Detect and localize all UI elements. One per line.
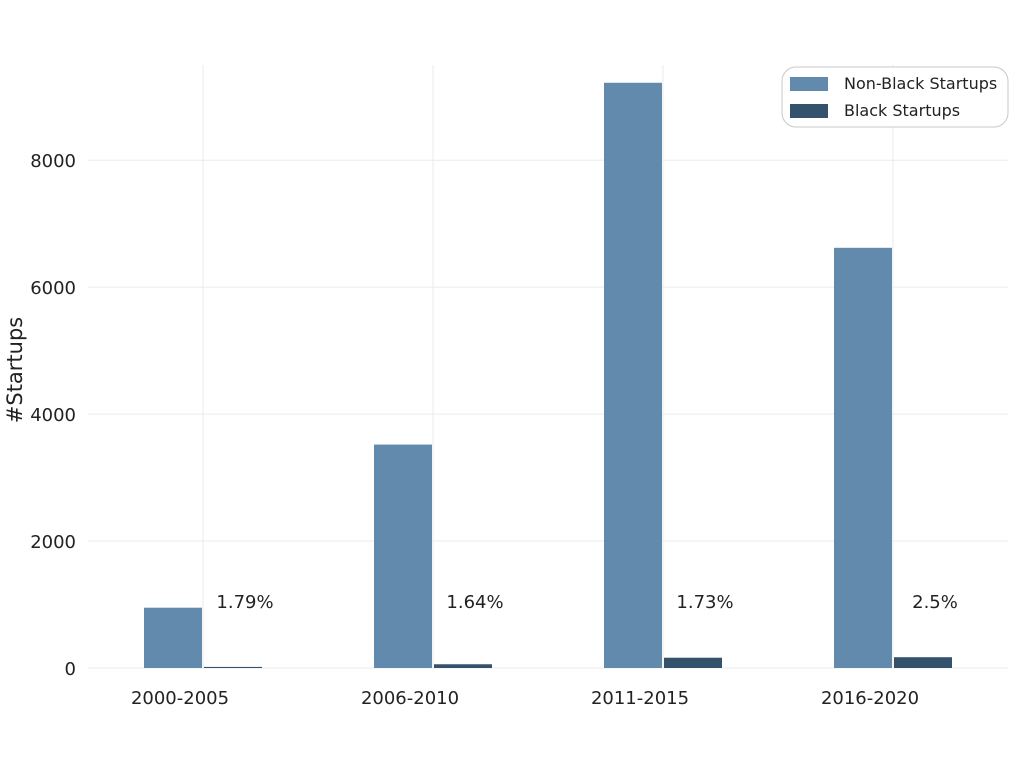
legend-entry[interactable]: Black Startups	[844, 101, 960, 120]
grid-layer	[88, 65, 1008, 669]
x-tick-label: 2011-2015	[591, 688, 689, 709]
legend[interactable]: Non-Black Startups Black Startups	[781, 66, 1009, 128]
y-tick-label: 0	[65, 659, 76, 680]
labels-layer: 0 2000 4000 6000 8000 1.79% 2000-2005 1.64% 2006…	[30, 151, 958, 709]
x-tick-label: 2000-2005	[131, 688, 229, 709]
x-tick-label: 2016-2020	[821, 688, 919, 709]
y-axis-label: #Startups	[3, 317, 27, 423]
percentage-annotation: 2.5%	[912, 592, 958, 613]
bar-black-startups[interactable]	[434, 664, 492, 668]
bar-black-startups[interactable]	[204, 666, 262, 668]
bar-non-black-startups[interactable]	[604, 82, 662, 668]
y-tick-label: 6000	[30, 278, 76, 299]
bar-non-black-startups[interactable]	[144, 607, 202, 668]
percentage-annotation: 1.64%	[446, 592, 503, 613]
y-tick-label: 8000	[30, 151, 76, 172]
legend-entry[interactable]: Non-Black Startups	[844, 74, 997, 93]
legend-swatch	[790, 77, 828, 91]
bars-layer	[144, 82, 952, 669]
y-tick-label: 2000	[30, 532, 76, 553]
percentage-annotation: 1.73%	[676, 592, 733, 613]
y-tick-label: 4000	[30, 405, 76, 426]
bar-non-black-startups[interactable]	[834, 247, 892, 669]
x-tick-label: 2006-2010	[361, 688, 459, 709]
legend-box	[781, 66, 1009, 128]
bar-black-startups[interactable]	[894, 657, 952, 668]
percentage-annotation: 1.79%	[216, 592, 273, 613]
legend-swatch	[790, 104, 828, 118]
bar-black-startups[interactable]	[664, 657, 722, 668]
bar-non-black-startups[interactable]	[374, 444, 432, 668]
